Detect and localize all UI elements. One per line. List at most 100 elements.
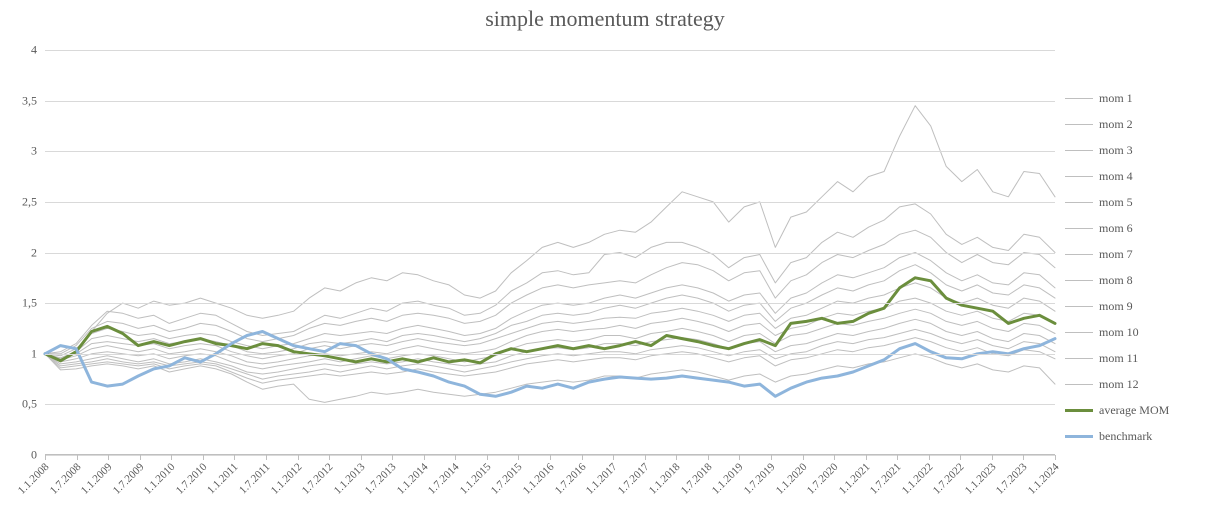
gridline <box>45 151 1055 152</box>
legend-item: mom 6 <box>1065 215 1205 241</box>
x-tick-label: 1.7.2015 <box>489 461 525 497</box>
legend-label: mom 4 <box>1099 169 1133 184</box>
legend-swatch <box>1065 384 1093 385</box>
x-tick-label: 1.7.2021 <box>868 461 904 497</box>
x-tick-label: 1.1.2016 <box>521 461 557 497</box>
legend-swatch <box>1065 409 1093 412</box>
legend-swatch <box>1065 176 1093 177</box>
x-tick <box>708 455 709 460</box>
x-tick-label: 1.1.2010 <box>142 461 178 497</box>
legend-swatch <box>1065 254 1093 255</box>
x-tick <box>455 455 456 460</box>
legend-item: benchmark <box>1065 423 1205 449</box>
legend-label: benchmark <box>1099 429 1152 444</box>
gridline <box>45 101 1055 102</box>
x-tick <box>960 455 961 460</box>
gridline <box>45 303 1055 304</box>
legend-line-icon <box>1065 202 1093 203</box>
legend-item: mom 8 <box>1065 267 1205 293</box>
x-tick <box>1055 455 1056 460</box>
legend-label: mom 2 <box>1099 117 1133 132</box>
x-tick-label: 1.7.2012 <box>300 461 336 497</box>
legend-swatch <box>1065 150 1093 151</box>
legend-item: mom 7 <box>1065 241 1205 267</box>
legend-line-icon <box>1065 435 1093 438</box>
legend-label: mom 6 <box>1099 221 1133 236</box>
legend-label: mom 1 <box>1099 91 1133 106</box>
x-tick-label: 1.1.2022 <box>900 461 936 497</box>
x-tick-label: 1.1.2018 <box>647 461 683 497</box>
legend-item: mom 10 <box>1065 319 1205 345</box>
x-tick-label: 1.7.2023 <box>994 461 1030 497</box>
x-tick-label: 1.7.2014 <box>426 461 462 497</box>
x-tick <box>424 455 425 460</box>
x-tick-label: 1.7.2020 <box>805 461 841 497</box>
legend-item: mom 5 <box>1065 189 1205 215</box>
legend-swatch <box>1065 332 1093 333</box>
series-line <box>45 230 1055 354</box>
x-tick-label: 1.1.2012 <box>268 461 304 497</box>
y-tick-label: 1,5 <box>5 296 37 311</box>
x-tick-label: 1.1.2024 <box>1026 461 1062 497</box>
gridline <box>45 404 1055 405</box>
x-tick <box>613 455 614 460</box>
legend-swatch <box>1065 98 1093 99</box>
x-tick <box>866 455 867 460</box>
legend-label: mom 9 <box>1099 299 1133 314</box>
x-tick-label: 1.7.2008 <box>47 461 83 497</box>
x-tick <box>329 455 330 460</box>
x-tick-label: 1.1.2021 <box>836 461 872 497</box>
x-tick-label: 1.1.2020 <box>773 461 809 497</box>
x-tick-label: 1.7.2013 <box>363 461 399 497</box>
legend-line-icon <box>1065 332 1093 333</box>
legend-swatch <box>1065 124 1093 125</box>
x-tick-label: 1.7.2022 <box>931 461 967 497</box>
x-tick <box>171 455 172 460</box>
legend-line-icon <box>1065 228 1093 229</box>
x-tick <box>676 455 677 460</box>
x-tick-label: 1.7.2016 <box>552 461 588 497</box>
legend-item: mom 2 <box>1065 111 1205 137</box>
x-tick <box>266 455 267 460</box>
y-tick-label: 0,5 <box>5 397 37 412</box>
legend-swatch <box>1065 306 1093 307</box>
x-tick <box>834 455 835 460</box>
legend-line-icon <box>1065 358 1093 359</box>
series-line <box>45 278 1055 363</box>
x-tick-label: 1.7.2018 <box>679 461 715 497</box>
x-tick-label: 1.1.2019 <box>710 461 746 497</box>
gridline <box>45 50 1055 51</box>
legend-line-icon <box>1065 384 1093 385</box>
x-tick <box>929 455 930 460</box>
y-tick-label: 1 <box>5 346 37 361</box>
x-tick-label: 1.7.2011 <box>237 461 272 496</box>
series-line <box>45 106 1055 359</box>
legend-label: mom 10 <box>1099 325 1139 340</box>
x-tick-label: 1.1.2013 <box>331 461 367 497</box>
legend-label: mom 5 <box>1099 195 1133 210</box>
x-tick <box>803 455 804 460</box>
gridline <box>45 253 1055 254</box>
x-tick <box>518 455 519 460</box>
legend-item: mom 12 <box>1065 371 1205 397</box>
x-tick <box>645 455 646 460</box>
x-tick-label: 1.7.2009 <box>110 461 146 497</box>
y-tick-label: 2,5 <box>5 194 37 209</box>
x-tick-label: 1.1.2008 <box>16 461 52 497</box>
chart-title: simple momentum strategy <box>0 6 1210 32</box>
legend-item: mom 11 <box>1065 345 1205 371</box>
x-tick <box>992 455 993 460</box>
legend-item: mom 9 <box>1065 293 1205 319</box>
x-tick <box>771 455 772 460</box>
x-tick-label: 1.7.2010 <box>174 461 210 497</box>
x-tick <box>1023 455 1024 460</box>
legend-label: mom 8 <box>1099 273 1133 288</box>
series-line <box>45 204 1055 354</box>
legend-label: mom 11 <box>1099 351 1138 366</box>
legend-item: mom 3 <box>1065 137 1205 163</box>
x-tick <box>897 455 898 460</box>
legend-line-icon <box>1065 176 1093 177</box>
y-tick-label: 0 <box>5 448 37 463</box>
legend-line-icon <box>1065 150 1093 151</box>
x-tick <box>77 455 78 460</box>
